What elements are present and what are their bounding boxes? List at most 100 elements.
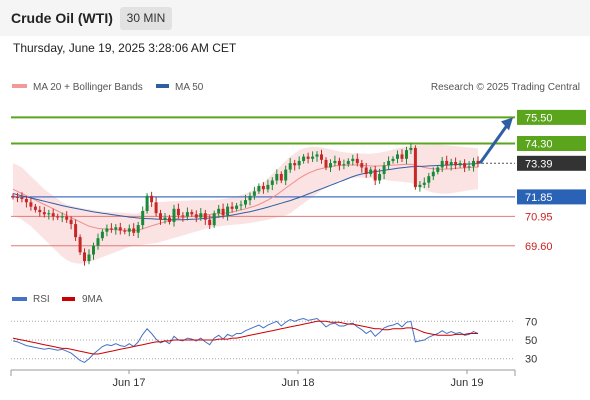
candle-body — [472, 160, 475, 167]
candle-body — [168, 217, 171, 222]
x-axis: Jun 17 Jun 18 Jun 19 — [112, 370, 484, 389]
candle-body — [69, 219, 73, 225]
candle-body — [145, 195, 149, 211]
candle-body — [333, 160, 337, 164]
candle-body — [163, 217, 167, 220]
candle-body — [136, 225, 140, 233]
price-labels: 75.50 74.30 73.39 71.85 70.95 69.60 — [517, 109, 586, 253]
forecast-arrow-shaft — [478, 124, 509, 165]
candle-body — [409, 147, 413, 151]
candle-body — [458, 163, 462, 166]
candle-body — [56, 216, 60, 218]
forecast-arrow — [478, 117, 513, 165]
candle-body — [369, 169, 373, 174]
candle-body — [387, 160, 391, 166]
candle-body — [346, 160, 350, 165]
candle-body — [132, 228, 136, 233]
rsi-series-1 — [12, 320, 478, 355]
timeframe-button[interactable]: 30 MIN — [120, 7, 172, 30]
candles — [11, 143, 480, 266]
candle-body — [275, 174, 279, 181]
candle-body — [199, 213, 203, 218]
candle-body — [337, 160, 341, 166]
price-label-5: 69.60 — [525, 241, 553, 253]
candle-body — [74, 224, 78, 238]
candle-body — [154, 202, 158, 214]
candle-body — [422, 182, 426, 185]
candle-body — [60, 216, 64, 218]
candle-body — [118, 227, 122, 231]
candle-body — [159, 213, 162, 220]
moving-averages — [12, 163, 479, 232]
candle-body — [266, 184, 270, 190]
candle-body — [329, 163, 332, 168]
rsi-panel: 70 50 30 — [11, 316, 537, 366]
candle-body — [261, 186, 265, 190]
candle-body — [212, 213, 216, 226]
candle-body — [176, 208, 180, 216]
candle-body — [78, 237, 82, 253]
candle-body — [127, 228, 131, 232]
instrument-title: Crude Oil (WTI) — [11, 10, 113, 26]
price-label-box-0 — [517, 109, 586, 125]
candle-body — [373, 169, 377, 181]
candle-body — [418, 184, 422, 188]
candle-body — [279, 174, 283, 181]
candle-body — [141, 211, 145, 226]
candle-body — [445, 160, 449, 166]
legend-9ma-swatch — [62, 297, 75, 301]
legend-ma-bb-swatch — [12, 84, 27, 88]
candle-body — [96, 238, 100, 246]
legend-ma50-label: MA 50 — [175, 82, 204, 93]
candle-body — [16, 196, 19, 198]
candle-body — [463, 163, 467, 168]
timestamp: Thursday, June 19, 2025 3:28:06 AM CET — [13, 41, 237, 55]
candle-body — [29, 202, 33, 207]
rsi-series-0 — [12, 317, 479, 363]
candle-body — [302, 156, 306, 161]
candle-body — [47, 213, 51, 215]
candle-body — [42, 212, 46, 215]
candle-body — [51, 213, 55, 217]
price-label-1: 74.30 — [525, 139, 553, 151]
candle-body — [65, 216, 69, 220]
candle-body — [235, 205, 239, 209]
candle-body — [244, 200, 247, 205]
candle-body — [150, 195, 154, 203]
candle-body — [172, 208, 176, 222]
chart-header: Crude Oil (WTI) 30 MIN — [0, 0, 590, 36]
candle-body — [440, 160, 444, 168]
x-tick-label-2: Jun 19 — [450, 377, 483, 389]
candle-body — [391, 158, 395, 161]
candle-body — [190, 212, 194, 215]
candle-body — [476, 160, 480, 164]
price-label-box-3 — [517, 189, 586, 205]
candle-body — [364, 167, 368, 174]
candle-body — [83, 252, 86, 262]
candle-body — [427, 176, 431, 183]
candle-body — [181, 215, 185, 217]
ma20-line — [12, 163, 479, 232]
candle-body — [38, 209, 42, 213]
legend-rsi-swatch — [12, 297, 27, 301]
candle-body — [270, 180, 274, 185]
candle-body — [396, 154, 399, 159]
candle-body — [87, 254, 91, 261]
candle-body — [454, 162, 458, 166]
candle-body — [449, 162, 453, 166]
candle-body — [342, 164, 346, 166]
rsi-tick-label-2: 30 — [525, 354, 537, 366]
candle-body — [382, 165, 386, 174]
price-label-4: 70.95 — [525, 211, 553, 223]
candle-body — [114, 227, 118, 230]
price-label-box-2 — [517, 155, 586, 171]
candle-body — [293, 163, 297, 166]
candle-body — [92, 245, 95, 255]
forecast-arrow-head — [501, 117, 513, 131]
candle-body — [24, 199, 28, 203]
candle-body — [284, 169, 288, 181]
candle-body — [288, 163, 292, 170]
price-label-2: 73.39 — [525, 158, 553, 170]
candle-body — [217, 208, 221, 214]
rsi-tick-label-1: 50 — [525, 335, 537, 347]
